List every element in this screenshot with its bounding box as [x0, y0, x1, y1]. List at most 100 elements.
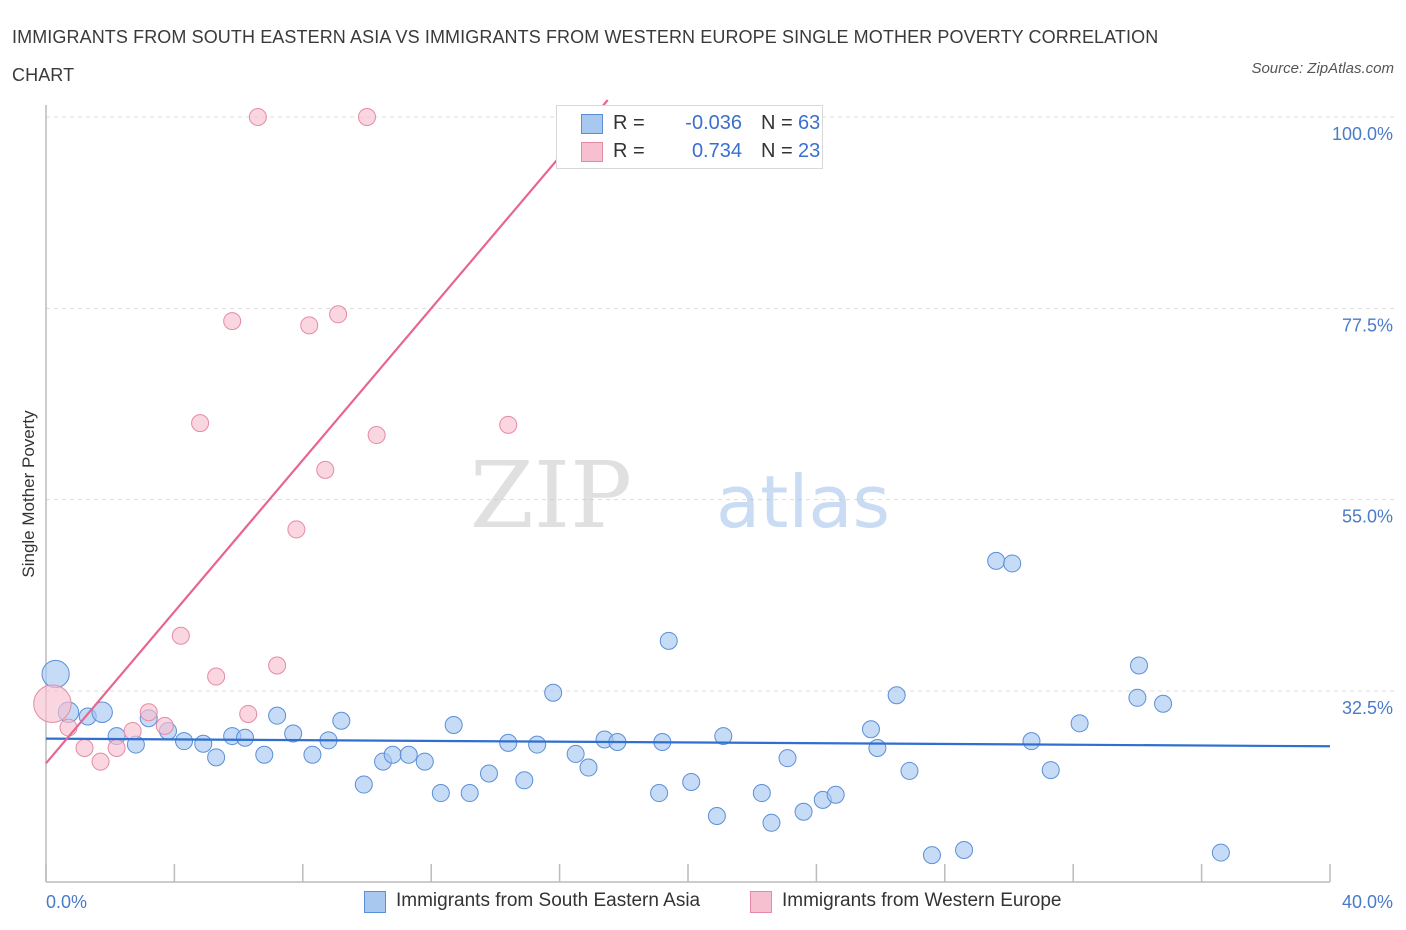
chart-title: IMMIGRANTS FROM SOUTH EASTERN ASIA VS IM…	[12, 27, 1159, 85]
point-south-eastern-asia	[255, 745, 274, 764]
point-south-eastern-asia	[650, 784, 669, 803]
point-south-eastern-asia	[284, 724, 303, 743]
point-south-eastern-asia	[354, 775, 373, 794]
point-western-europe	[329, 305, 348, 324]
point-south-eastern-asia	[955, 841, 974, 860]
point-south-eastern-asia	[1128, 688, 1147, 707]
point-western-europe	[207, 667, 226, 686]
point-south-eastern-asia	[1130, 656, 1149, 675]
point-south-eastern-asia	[1211, 843, 1230, 862]
point-south-eastern-asia	[236, 728, 255, 747]
y-tick-label: 32.5%	[1342, 698, 1393, 718]
point-south-eastern-asia	[868, 738, 887, 757]
point-south-eastern-asia	[460, 784, 479, 803]
point-western-europe	[171, 626, 190, 645]
point-western-europe	[191, 414, 210, 433]
point-south-eastern-asia	[515, 771, 534, 790]
legend-swatch-blue	[581, 114, 603, 134]
point-south-eastern-asia	[431, 784, 450, 803]
correlation-legend: R = -0.036 N = 63 R = 0.734 N = 23	[556, 105, 823, 169]
point-western-europe	[239, 704, 258, 723]
point-south-eastern-asia	[332, 711, 351, 730]
point-south-eastern-asia	[861, 720, 880, 739]
point-south-eastern-asia	[399, 745, 418, 764]
point-south-eastern-asia	[268, 706, 287, 725]
point-western-europe	[59, 718, 78, 737]
point-western-europe	[499, 415, 518, 434]
legend-n-label: N =	[761, 140, 793, 162]
axis-labels: 100.0% 77.5% 55.0% 32.5% 0.0% 40.0% Single Mot…	[19, 124, 1393, 912]
legend-r-value: 0.734	[691, 140, 742, 162]
point-south-eastern-asia	[1003, 554, 1022, 573]
point-south-eastern-asia	[1070, 714, 1089, 733]
point-south-eastern-asia	[41, 659, 70, 689]
legend-r-value: -0.036	[685, 112, 742, 134]
point-south-eastern-asia	[887, 686, 906, 705]
legend-r-label: R =	[613, 140, 645, 162]
watermark: ZIP atlas	[470, 442, 890, 549]
point-western-europe	[33, 684, 72, 723]
watermark-atlas: atlas	[716, 460, 890, 544]
legend-n-label: N =	[761, 112, 793, 134]
point-western-europe	[268, 656, 287, 675]
point-south-eastern-asia	[303, 745, 322, 764]
point-western-europe	[139, 703, 158, 722]
legend-r-label: R =	[613, 112, 645, 134]
point-south-eastern-asia	[1041, 761, 1060, 780]
x-tick-label-left: 0.0%	[46, 892, 87, 912]
axes	[45, 105, 1331, 883]
legend-n-value: 63	[798, 112, 821, 134]
point-south-eastern-asia	[499, 733, 518, 752]
point-south-eastern-asia	[752, 784, 771, 803]
bottom-legend-swatch-pink	[750, 891, 772, 913]
legend-swatch-pink	[581, 142, 603, 162]
point-western-europe	[75, 738, 94, 757]
point-south-eastern-asia	[762, 813, 781, 832]
point-south-eastern-asia	[415, 752, 434, 771]
point-south-eastern-asia	[528, 735, 547, 754]
point-western-europe	[287, 520, 306, 539]
point-south-eastern-asia	[707, 807, 726, 826]
point-south-eastern-asia	[544, 683, 563, 702]
point-western-europe	[367, 426, 386, 445]
y-axis-title: Single Mother Poverty	[19, 410, 38, 578]
point-south-eastern-asia	[826, 785, 845, 804]
x-tick-label-right: 40.0%	[1342, 892, 1393, 912]
point-south-eastern-asia	[383, 745, 402, 764]
point-south-eastern-asia	[207, 748, 226, 767]
bottom-legend-label: Immigrants from South Eastern Asia	[396, 890, 701, 911]
point-south-eastern-asia	[714, 727, 733, 746]
bottom-legend-label: Immigrants from Western Europe	[782, 890, 1062, 911]
point-south-eastern-asia	[194, 734, 213, 753]
point-western-europe	[107, 738, 126, 757]
trend-line-western-europe	[45, 99, 609, 764]
point-western-europe	[316, 460, 335, 479]
gridlines	[46, 116, 1395, 692]
y-tick-label: 55.0%	[1342, 507, 1393, 527]
point-south-eastern-asia	[91, 701, 113, 723]
point-western-europe	[300, 316, 319, 335]
point-south-eastern-asia	[479, 764, 498, 783]
point-south-eastern-asia	[1154, 694, 1173, 713]
point-south-eastern-asia	[900, 761, 919, 780]
trend-line-south-eastern-asia	[45, 737, 1331, 748]
bottom-legend-swatch-blue	[364, 891, 386, 913]
point-western-europe	[248, 108, 267, 126]
point-western-europe	[358, 108, 376, 126]
point-south-eastern-asia	[794, 802, 813, 821]
source-note: Source: ZipAtlas.com	[1251, 60, 1394, 77]
point-south-eastern-asia	[922, 846, 941, 865]
point-south-eastern-asia	[175, 732, 194, 751]
point-south-eastern-asia	[1022, 732, 1041, 751]
point-western-europe	[123, 721, 142, 740]
point-western-europe	[223, 312, 242, 331]
point-south-eastern-asia	[444, 716, 463, 735]
point-western-europe	[91, 752, 110, 771]
y-tick-label: 77.5%	[1342, 315, 1393, 335]
point-south-eastern-asia	[579, 758, 598, 777]
point-south-eastern-asia	[659, 631, 678, 650]
point-south-eastern-asia	[682, 772, 701, 791]
legend-n-value: 23	[798, 140, 821, 162]
point-south-eastern-asia	[987, 551, 1006, 570]
